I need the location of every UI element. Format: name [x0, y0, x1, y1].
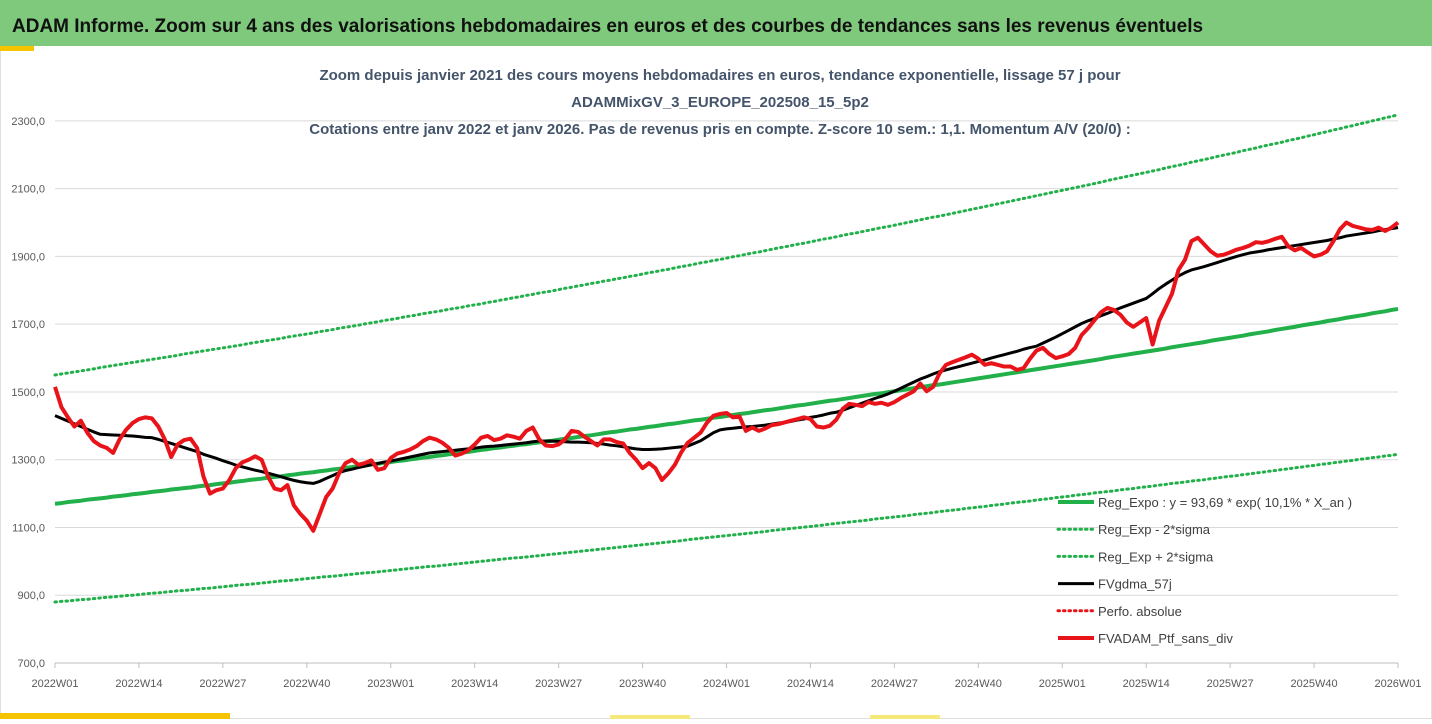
y-tick-label: 1300,0	[11, 455, 45, 467]
x-tick-label: 2024W40	[955, 678, 1002, 690]
x-tick-label: 2023W01	[367, 678, 414, 690]
chart-title: Cotations entre janv 2022 et janv 2026. …	[309, 121, 1130, 138]
y-tick-label: 1100,0	[12, 522, 45, 534]
legend-label: FVADAM_Ptf_sans_div	[1098, 631, 1233, 646]
x-tick-label: 2022W40	[283, 678, 330, 690]
y-tick-label: 1700,0	[11, 319, 45, 331]
accent	[0, 713, 230, 719]
accent	[870, 715, 940, 719]
series-line	[53, 113, 1400, 377]
x-tick-label: 2025W14	[1123, 678, 1170, 690]
accent	[610, 715, 690, 719]
y-tick-label: 1500,0	[11, 387, 45, 399]
x-tick-label: 2022W14	[115, 678, 162, 690]
x-tick-label: 2025W27	[1207, 678, 1254, 690]
x-tick-label: 2023W40	[619, 678, 666, 690]
x-tick-label: 2022W01	[31, 678, 78, 690]
x-tick-label: 2024W01	[703, 678, 750, 690]
accent	[0, 46, 34, 51]
header-title: ADAM Informe. Zoom sur 4 ans des valoris…	[12, 16, 1203, 37]
x-tick-label: 2022W27	[199, 678, 246, 690]
chart-title: ADAMMixGV_3_EUROPE_202508_15_5p2	[571, 94, 869, 111]
chart-title: Zoom depuis janvier 2021 des cours moyen…	[319, 67, 1120, 84]
y-tick-label: 700,0	[17, 658, 45, 670]
y-tick-label: 1900,0	[11, 251, 45, 263]
legend-label: FVgdma_57j	[1098, 577, 1172, 592]
y-tick-label: 2300,0	[11, 116, 45, 128]
x-tick-label: 2025W40	[1291, 678, 1338, 690]
legend-label: Perfo. absolue	[1098, 604, 1182, 619]
header-bar	[0, 0, 1432, 46]
legend-label: Reg_Expo : y = 93,69 * exp( 10,1% * X_an…	[1098, 495, 1352, 510]
y-tick-label: 900,0	[17, 590, 45, 602]
x-tick-label: 2024W27	[871, 678, 918, 690]
series-line	[53, 452, 1400, 604]
x-tick-label: 2024W14	[787, 678, 834, 690]
legend-label: Reg_Exp + 2*sigma	[1098, 549, 1214, 564]
y-tick-label: 2100,0	[11, 184, 45, 196]
series-line	[53, 220, 1400, 533]
x-tick-label: 2025W01	[1039, 678, 1086, 690]
legend-label: Reg_Exp - 2*sigma	[1098, 522, 1211, 537]
x-tick-label: 2023W27	[535, 678, 582, 690]
x-tick-label: 2023W14	[451, 678, 498, 690]
x-tick-label: 2026W01	[1374, 678, 1421, 690]
